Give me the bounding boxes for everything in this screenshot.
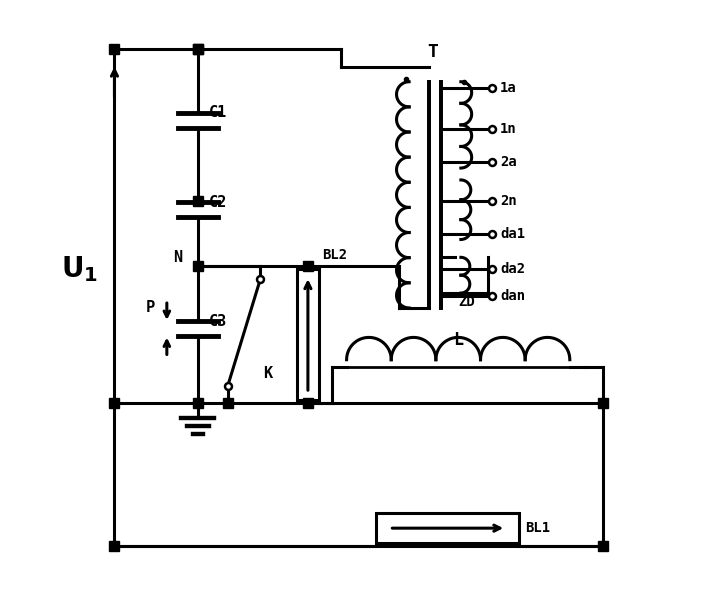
- Text: BL1: BL1: [525, 521, 550, 535]
- Text: BL2: BL2: [322, 248, 347, 262]
- Text: da2: da2: [500, 263, 526, 276]
- Text: 1a: 1a: [500, 81, 517, 94]
- Bar: [376, 513, 519, 543]
- Text: L: L: [453, 331, 463, 349]
- Text: 1n: 1n: [500, 123, 517, 136]
- Text: ZD: ZD: [458, 295, 475, 309]
- Text: $\mathbf{U_1}$: $\mathbf{U_1}$: [62, 254, 98, 284]
- Text: N: N: [173, 249, 182, 264]
- Text: dan: dan: [500, 289, 526, 303]
- Text: 2a: 2a: [500, 155, 517, 169]
- Text: da1: da1: [500, 227, 526, 240]
- Text: C1: C1: [209, 105, 227, 120]
- Text: C2: C2: [209, 195, 227, 210]
- Text: T: T: [427, 42, 438, 61]
- Bar: [297, 269, 318, 400]
- Text: K: K: [262, 366, 272, 381]
- Text: 2n: 2n: [500, 194, 517, 208]
- Text: P: P: [146, 300, 155, 315]
- Text: C3: C3: [209, 314, 227, 329]
